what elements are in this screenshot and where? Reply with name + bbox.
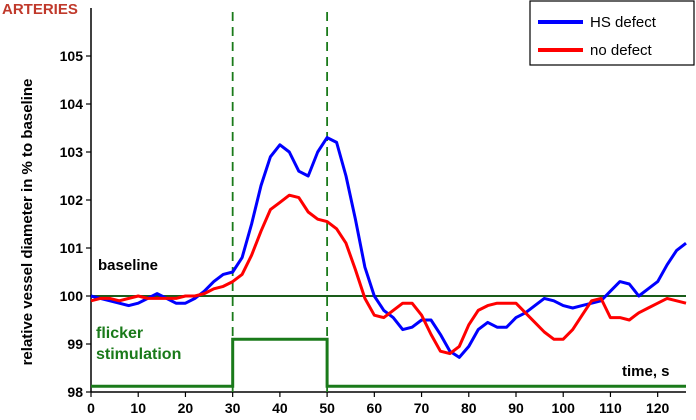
y-tick-label: 103 [60,144,84,160]
y-tick-label: 102 [60,192,84,208]
legend-label-no-defect: no defect [590,42,653,59]
x-tick-label: 90 [508,400,524,416]
series-line-no-defect [90,193,687,356]
stimulation-trace [91,337,686,388]
y-ticks: 98 99 100 101 102 103 104 105 [60,48,91,400]
x-tick-label: 40 [272,400,288,416]
y-tick-label: 101 [60,240,84,256]
x-tick-label: 110 [599,400,622,416]
y-tick-label: 104 [60,96,84,112]
y-axis-label: relative vessel diameter in % to baselin… [19,79,36,366]
x-tick-label: 50 [319,400,335,416]
y-tick-label: 99 [67,336,83,352]
plot-area: 0 10 20 30 40 50 60 70 80 90 100 110 120 98 99 100 101 1… [60,8,687,416]
x-tick-label: 60 [367,400,383,416]
x-axis-label: time, s [622,363,670,380]
y-tick-label: 98 [67,384,83,400]
x-tick-label: 80 [461,400,477,416]
legend-label-hs-defect: HS defect [590,14,657,31]
stimulation-annotation: stimulation [96,346,181,363]
chart-title: ARTERIES [2,1,78,18]
y-tick-label: 105 [60,48,84,64]
x-ticks: 0 10 20 30 40 50 60 70 80 90 100 110 120 [87,392,670,416]
baseline-annotation: baseline [98,257,158,274]
x-tick-label: 0 [87,400,95,416]
stimulation-markers [231,12,329,392]
x-tick-label: 120 [646,400,670,416]
y-tick-label: 100 [60,288,84,304]
flicker-annotation: flicker [96,325,143,342]
legend: HS defect no defect [529,0,695,66]
x-tick-label: 70 [414,400,430,416]
x-tick-label: 10 [130,400,146,416]
x-tick-label: 100 [552,400,576,416]
x-tick-label: 20 [178,400,194,416]
x-tick-label: 30 [225,400,241,416]
legend-box [529,0,695,66]
